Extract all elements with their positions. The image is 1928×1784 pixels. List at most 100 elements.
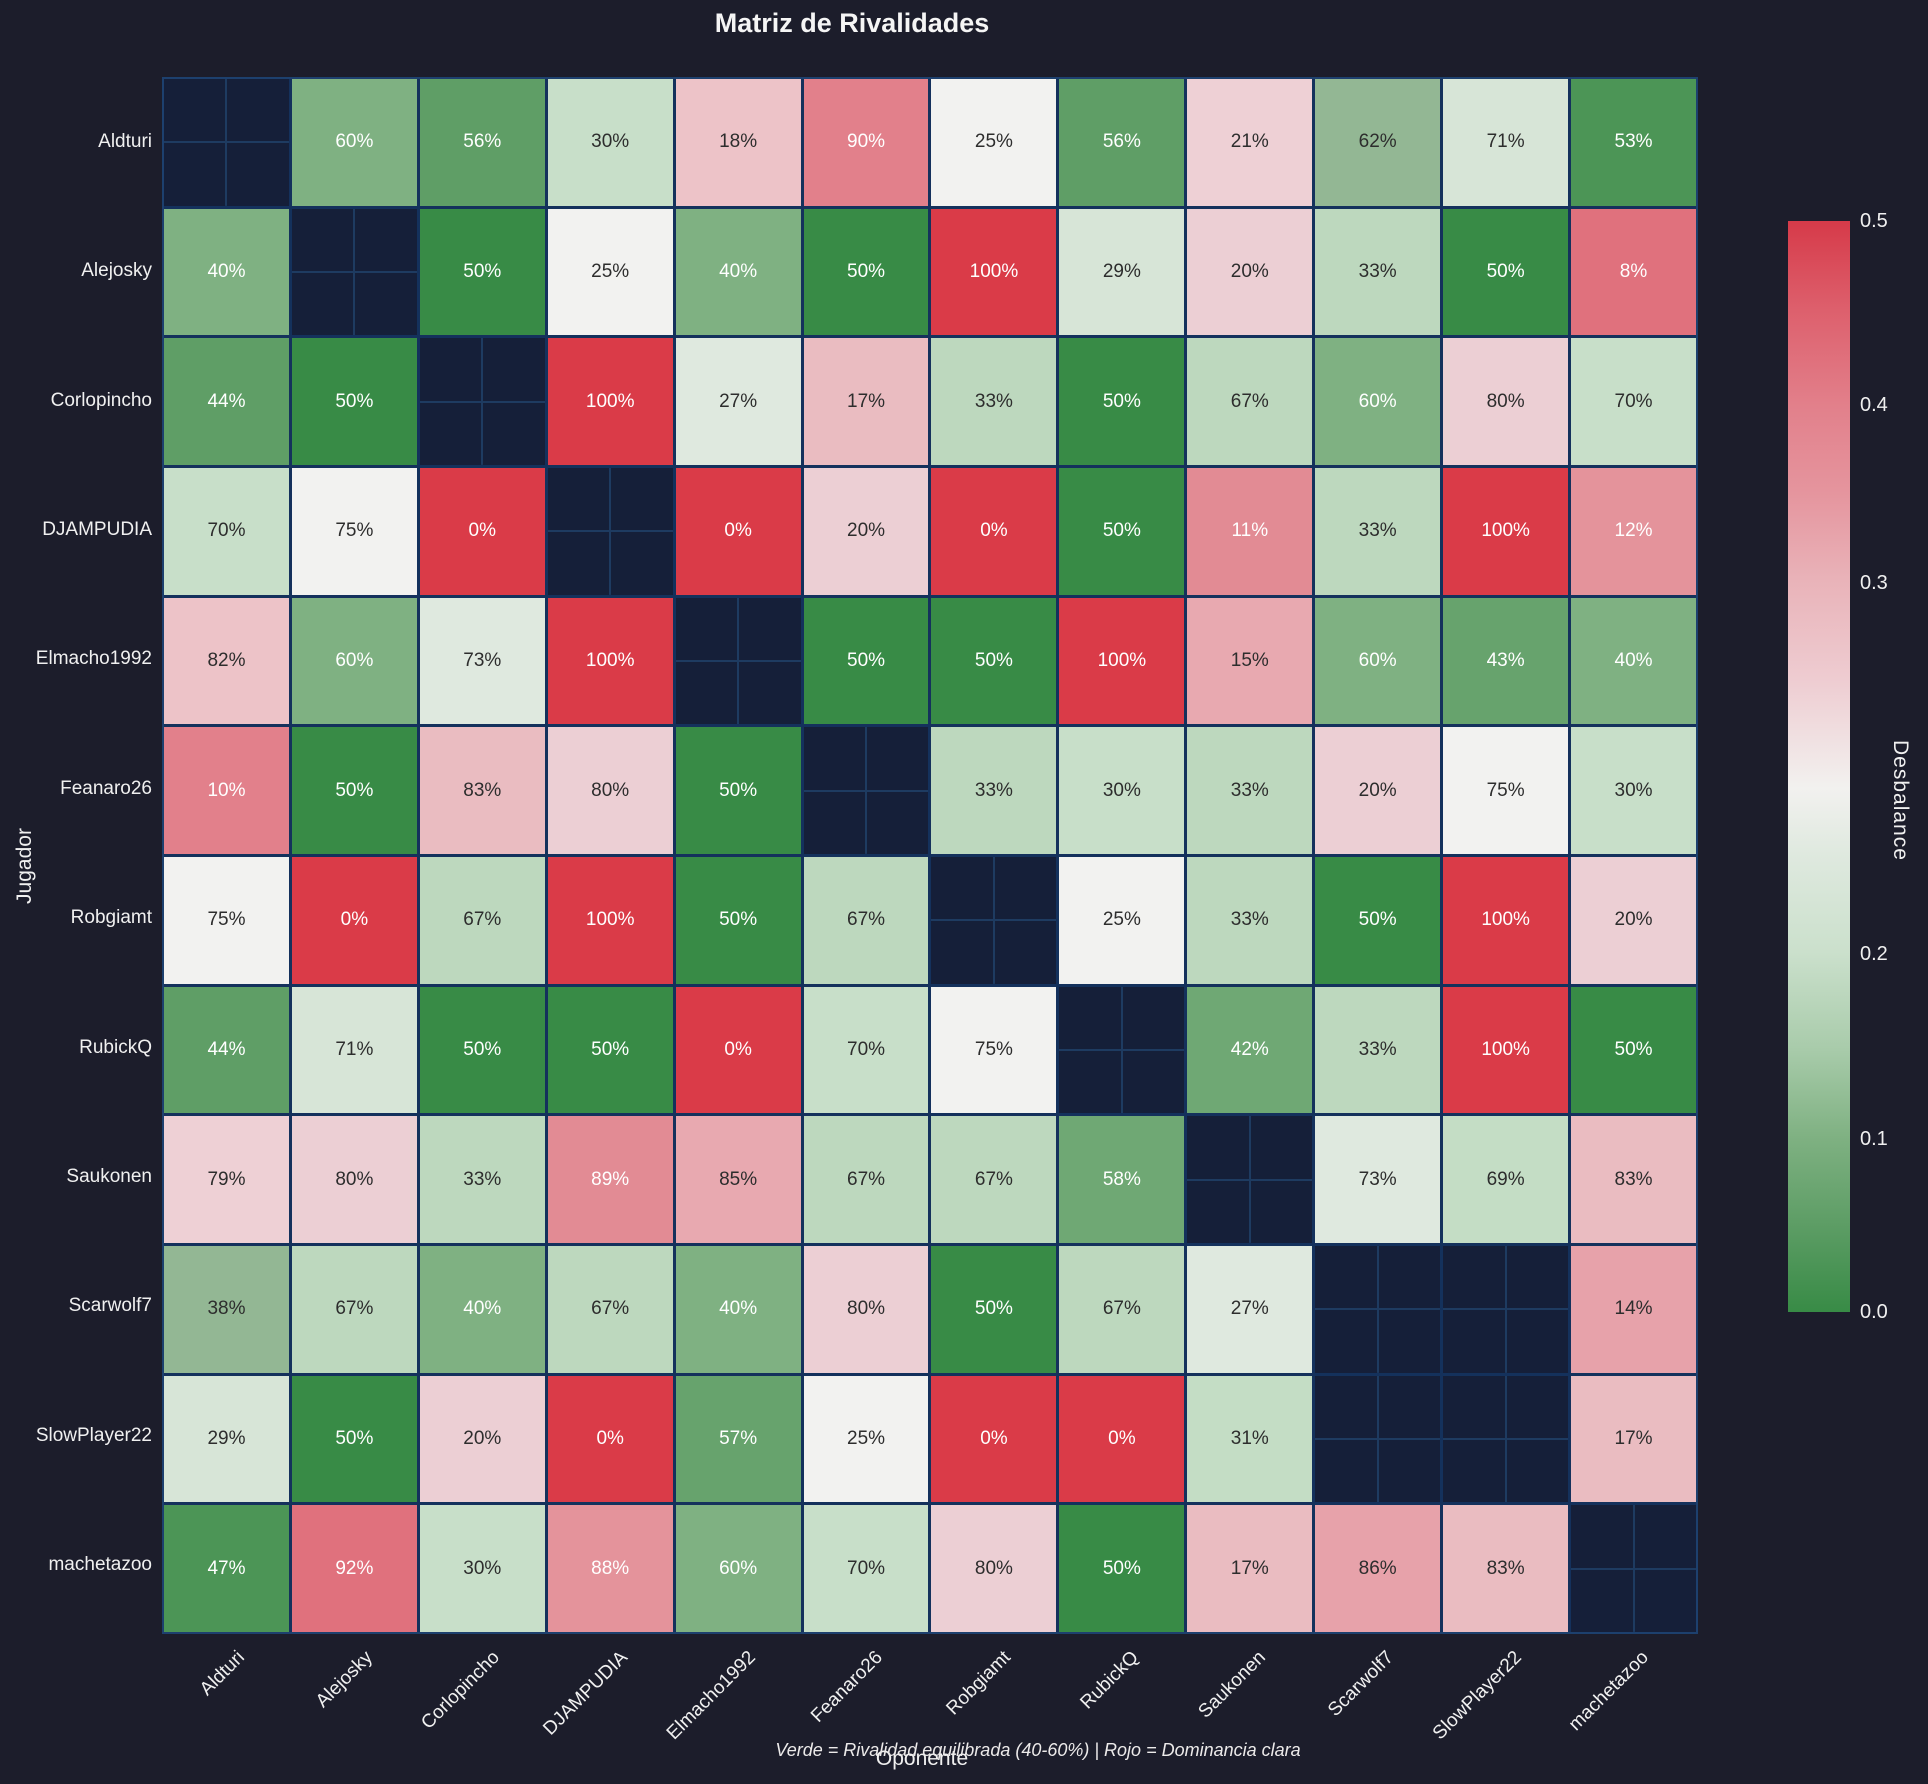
x-tick-label: Elmacho1992: [662, 1647, 760, 1745]
heatmap-cell: 40%: [675, 208, 801, 336]
heatmap-cell: 20%: [1315, 727, 1441, 854]
y-tick-label: RubickQ: [79, 1036, 152, 1058]
heatmap-cell: 0%: [1059, 1375, 1185, 1503]
heatmap-cell: 100%: [1059, 597, 1185, 725]
heatmap-cell: 0%: [547, 1375, 673, 1503]
heatmap-cell: 50%: [1443, 208, 1569, 336]
heatmap-cell: 58%: [1059, 1116, 1185, 1243]
heatmap-cell: 33%: [931, 338, 1057, 465]
heatmap-cell: [1443, 1245, 1569, 1373]
heatmap-cell: 60%: [1315, 338, 1441, 465]
heatmap-cell: 89%: [547, 1116, 673, 1243]
heatmap-cell: 50%: [803, 597, 929, 725]
heatmap-cell: 50%: [291, 727, 417, 854]
heatmap-cell: 85%: [675, 1116, 801, 1243]
heatmap-cell: 25%: [803, 1375, 929, 1503]
heatmap-cell: 12%: [1571, 467, 1696, 595]
heatmap-cell: 80%: [1443, 338, 1569, 465]
heatmap-cell: 79%: [164, 1116, 289, 1243]
heatmap-cell: 33%: [1315, 986, 1441, 1114]
y-tick-label: DJAMPUDIA: [42, 518, 152, 540]
heatmap-cell: 0%: [291, 856, 417, 984]
heatmap-cell: 50%: [1315, 856, 1441, 984]
heatmap-cell: 29%: [164, 1375, 289, 1503]
heatmap-cell: 17%: [1571, 1375, 1696, 1503]
heatmap-cell: 0%: [931, 467, 1057, 595]
x-tick-label: machetazoo: [1564, 1647, 1654, 1736]
heatmap-cell: 17%: [1187, 1505, 1313, 1632]
heatmap-cell: 10%: [164, 727, 289, 854]
heatmap-cell: 30%: [419, 1505, 545, 1632]
heatmap-cell: 30%: [1571, 727, 1696, 854]
heatmap-cell: 60%: [291, 597, 417, 725]
heatmap-cell: 40%: [164, 208, 289, 336]
y-tick-label: Corlopincho: [50, 389, 152, 411]
heatmap-cell: [547, 467, 673, 595]
heatmap-cell: [1443, 1375, 1569, 1503]
heatmap-cell: 56%: [419, 79, 545, 206]
heatmap-cell: 67%: [1187, 338, 1313, 465]
heatmap-cell: [675, 597, 801, 725]
heatmap-cell: 67%: [291, 1245, 417, 1373]
colorbar-tick-label: 0.4: [1860, 394, 1888, 417]
heatmap-cell: 50%: [931, 597, 1057, 725]
heatmap-cell: 20%: [1187, 208, 1313, 336]
heatmap-cell: 62%: [1315, 79, 1441, 206]
heatmap-cell: [1315, 1245, 1441, 1373]
heatmap-cell: 27%: [1187, 1245, 1313, 1373]
heatmap-cell: 90%: [803, 79, 929, 206]
heatmap-cell: 86%: [1315, 1505, 1441, 1632]
x-tick-label: DJAMPUDIA: [539, 1647, 632, 1740]
heatmap-cell: 20%: [1571, 856, 1696, 984]
heatmap-cell: 67%: [803, 856, 929, 984]
heatmap-cell: 67%: [547, 1245, 673, 1373]
x-tick-label: Aldturi: [195, 1647, 249, 1700]
x-tick-label: SlowPlayer22: [1428, 1647, 1526, 1744]
heatmap-cell: 50%: [931, 1245, 1057, 1373]
heatmap-cell: 100%: [547, 338, 673, 465]
heatmap-cell: 67%: [931, 1116, 1057, 1243]
heatmap-cell: 75%: [931, 986, 1057, 1114]
heatmap-cell: 44%: [164, 338, 289, 465]
heatmap-cell: 75%: [291, 467, 417, 595]
heatmap-cell: 53%: [1571, 79, 1696, 206]
heatmap-cell: 50%: [419, 986, 545, 1114]
heatmap-cell: 33%: [931, 727, 1057, 854]
heatmap-cell: 80%: [291, 1116, 417, 1243]
heatmap-cell: 50%: [291, 338, 417, 465]
heatmap-cell: 0%: [931, 1375, 1057, 1503]
heatmap-cell: 80%: [547, 727, 673, 854]
heatmap-cell: 50%: [1059, 1505, 1185, 1632]
heatmap-cell: 43%: [1443, 597, 1569, 725]
y-tick-label: Feanaro26: [60, 777, 152, 799]
heatmap-cell: 40%: [419, 1245, 545, 1373]
heatmap-cell: 33%: [1315, 467, 1441, 595]
heatmap-cell: [1571, 1505, 1696, 1632]
heatmap-cell: 38%: [164, 1245, 289, 1373]
heatmap-cell: 100%: [547, 597, 673, 725]
colorbar-tick-label: 0.0: [1860, 1301, 1888, 1323]
colorbar-tick-label: 0.3: [1860, 572, 1888, 595]
heatmap-cell: 50%: [675, 727, 801, 854]
heatmap-cell: 70%: [803, 1505, 929, 1632]
heatmap-cell: 40%: [675, 1245, 801, 1373]
heatmap-cell: 100%: [1443, 467, 1569, 595]
heatmap-cell: 50%: [675, 856, 801, 984]
heatmap-cell: [931, 856, 1057, 984]
heatmap-cell: 30%: [547, 79, 673, 206]
heatmap-cell: 33%: [1187, 856, 1313, 984]
heatmap-cell: [164, 79, 289, 206]
heatmap-cell: 33%: [419, 1116, 545, 1243]
heatmap-cell: 100%: [547, 856, 673, 984]
heatmap-cell: 50%: [1059, 467, 1185, 595]
heatmap-cell: 25%: [931, 79, 1057, 206]
heatmap-cell: 31%: [1187, 1375, 1313, 1503]
heatmap-cell: 60%: [1315, 597, 1441, 725]
colorbar-title: Desbalance: [1889, 740, 1912, 861]
heatmap-cell: 42%: [1187, 986, 1313, 1114]
heatmap-cell: 100%: [1443, 986, 1569, 1114]
x-tick-label: RubickQ: [1075, 1647, 1143, 1714]
heatmap-cell: [803, 727, 929, 854]
heatmap-cell: 70%: [164, 467, 289, 595]
